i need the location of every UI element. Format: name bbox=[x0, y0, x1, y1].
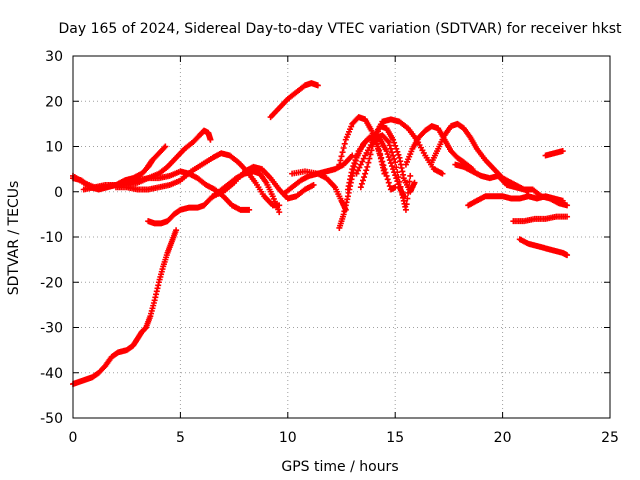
data-markers bbox=[267, 80, 321, 121]
x-tick-label: 0 bbox=[69, 430, 78, 446]
series-arc-17 bbox=[370, 116, 446, 177]
data-markers bbox=[402, 123, 476, 173]
series-arc-13 bbox=[336, 114, 399, 193]
data-markers bbox=[112, 150, 283, 209]
series-arc-18 bbox=[402, 123, 476, 173]
series-arc-22 bbox=[510, 213, 571, 225]
data-markers bbox=[289, 168, 349, 213]
y-tick-label: -40 bbox=[40, 366, 63, 382]
y-tick-label: -10 bbox=[40, 230, 63, 246]
y-tick-label: 20 bbox=[45, 94, 63, 110]
data-markers bbox=[353, 132, 414, 213]
data-markers bbox=[516, 236, 571, 259]
series-arc-23 bbox=[516, 236, 571, 259]
y-tick-label: -30 bbox=[40, 321, 63, 337]
y-tick-label: 30 bbox=[45, 49, 63, 65]
x-tick-label: 10 bbox=[279, 430, 297, 446]
series-arc-24 bbox=[542, 148, 566, 159]
chart-title: Day 165 of 2024, Sidereal Day-to-day VTE… bbox=[59, 21, 622, 37]
series-arc-9 bbox=[267, 80, 321, 121]
series-arc-7 bbox=[112, 150, 283, 209]
y-tick-label: 0 bbox=[54, 185, 63, 201]
x-tick-label: 5 bbox=[176, 430, 185, 446]
data-markers bbox=[510, 213, 571, 225]
y-tick-label: -50 bbox=[40, 411, 63, 427]
x-tick-label: 15 bbox=[386, 430, 404, 446]
y-tick-label: 10 bbox=[45, 140, 63, 156]
x-axis-label: GPS time / hours bbox=[281, 459, 398, 475]
x-tick-label: 25 bbox=[601, 430, 619, 446]
data-markers bbox=[465, 193, 566, 209]
data-markers bbox=[336, 114, 399, 193]
series-arc-11 bbox=[289, 168, 349, 213]
data-markers bbox=[542, 148, 566, 159]
y-tick-label: -20 bbox=[40, 275, 63, 291]
series-arc-16 bbox=[353, 132, 414, 213]
x-tick-label: 20 bbox=[494, 430, 512, 446]
series-arc-21 bbox=[465, 193, 566, 209]
data-markers bbox=[370, 116, 446, 177]
axis-ticks: 0 5 10 15 20 25 -50 -40 -30 -20 -10 0 10 20 30 bbox=[40, 49, 619, 446]
y-axis-label: SDTVAR / TECUs bbox=[6, 181, 22, 296]
grid-lines bbox=[73, 56, 610, 418]
